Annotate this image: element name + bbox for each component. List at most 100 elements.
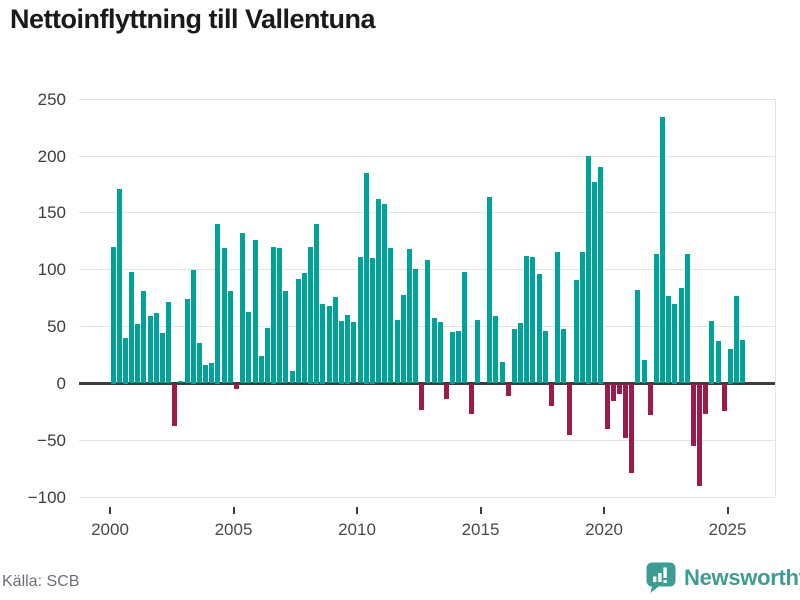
bar-2023-q3 bbox=[690, 383, 696, 447]
bar-2000-q2 bbox=[116, 188, 122, 384]
x-axis-label-2020: 2020 bbox=[585, 520, 623, 539]
y-axis-label-200: 200 bbox=[37, 146, 66, 166]
gridline-150 bbox=[79, 212, 775, 214]
bar-2011-q4 bbox=[400, 294, 406, 384]
x-axis-label-2005: 2005 bbox=[214, 520, 253, 539]
bar-2022-q1 bbox=[653, 253, 659, 384]
bar-2010-q2 bbox=[363, 173, 369, 384]
bar-2024-q1 bbox=[703, 383, 709, 415]
newsworthy-wordmark: Newsworthy bbox=[684, 564, 800, 590]
bar-2000-q3 bbox=[122, 338, 128, 384]
bar-2006-q2 bbox=[264, 327, 270, 384]
x-axis-label-2000: 2000 bbox=[91, 520, 129, 539]
bar-2002-q2 bbox=[166, 301, 172, 384]
y-axis-label-250: 250 bbox=[37, 89, 66, 109]
bar-2009-q4 bbox=[351, 322, 357, 384]
bar-2024-q4 bbox=[721, 383, 727, 411]
y-axis-label-150: 150 bbox=[37, 203, 66, 223]
bar-2004-q4 bbox=[227, 291, 233, 384]
bar-2013-q4 bbox=[450, 332, 456, 384]
bar-2009-q1 bbox=[332, 297, 338, 384]
x-axis-tick-2010 bbox=[356, 507, 358, 514]
x-axis-label-2015: 2015 bbox=[461, 520, 500, 539]
y-axis-label--50: −50 bbox=[37, 430, 66, 450]
bar-2014-q3 bbox=[468, 383, 474, 415]
bar-2009-q2 bbox=[338, 320, 344, 384]
bar-2002-q4 bbox=[178, 381, 184, 384]
bar-2017-q1 bbox=[530, 257, 536, 384]
bar-2013-q3 bbox=[443, 383, 449, 400]
x-axis-tick-2020 bbox=[603, 507, 605, 514]
bar-2008-q1 bbox=[308, 247, 314, 384]
bar-2023-q1 bbox=[678, 287, 684, 384]
bar-2023-q2 bbox=[684, 253, 690, 384]
bar-2005-q1 bbox=[234, 383, 239, 390]
bar-2025-q1 bbox=[728, 349, 733, 384]
bar-2017-q2 bbox=[536, 274, 542, 384]
bar-2005-q4 bbox=[252, 240, 258, 384]
bar-2001-q4 bbox=[153, 312, 159, 384]
bar-2014-q2 bbox=[462, 272, 468, 384]
bar-2018-q2 bbox=[561, 328, 567, 384]
bar-2019-q1 bbox=[579, 251, 585, 384]
x-axis-tick-2000 bbox=[109, 507, 111, 514]
bar-2023-q4 bbox=[697, 383, 703, 486]
newsworthy-logo: Newsworthy bbox=[645, 561, 800, 594]
bar-2014-q1 bbox=[456, 331, 462, 384]
bar-2007-q2 bbox=[289, 370, 295, 384]
bar-2014-q4 bbox=[474, 319, 480, 384]
bar-2021-q4 bbox=[647, 383, 653, 416]
x-axis-tick-2015 bbox=[479, 507, 482, 514]
y-axis-label-0: 0 bbox=[56, 374, 66, 393]
bar-2009-q3 bbox=[345, 315, 351, 384]
bar-2022-q4 bbox=[672, 303, 678, 384]
bar-2006-q1 bbox=[258, 356, 264, 384]
bar-2015-q2 bbox=[487, 196, 493, 384]
bar-2025-q2 bbox=[734, 295, 740, 384]
bar-2020-q3 bbox=[616, 383, 622, 394]
bar-2007-q4 bbox=[301, 273, 307, 384]
bar-2004-q1 bbox=[209, 363, 215, 384]
bar-2003-q4 bbox=[203, 365, 209, 384]
bar-2016-q2 bbox=[511, 328, 517, 384]
bar-2018-q3 bbox=[567, 383, 573, 435]
gridline--50 bbox=[79, 439, 775, 441]
gridline-200 bbox=[79, 155, 775, 157]
bar-2010-q3 bbox=[369, 258, 375, 384]
bar-2025-q3 bbox=[740, 340, 746, 384]
bar-2016-q3 bbox=[518, 323, 524, 384]
bar-2022-q3 bbox=[666, 295, 672, 384]
bar-2016-q1 bbox=[505, 383, 511, 396]
bar-2008-q3 bbox=[320, 303, 326, 384]
bar-2008-q4 bbox=[326, 306, 332, 384]
bar-2000-q1 bbox=[110, 247, 116, 384]
bar-2001-q3 bbox=[147, 316, 153, 384]
bar-2020-q1 bbox=[604, 383, 610, 429]
gridline--100 bbox=[79, 496, 775, 498]
bar-2015-q4 bbox=[499, 361, 505, 384]
bar-2019-q2 bbox=[585, 156, 591, 384]
bar-2015-q3 bbox=[493, 316, 499, 384]
newsworthy-speech-bubble-bars-icon bbox=[645, 561, 677, 594]
x-axis-tick-2005 bbox=[232, 507, 235, 514]
bar-2010-q1 bbox=[357, 257, 363, 384]
bar-2001-q2 bbox=[141, 291, 147, 384]
bar-2010-q4 bbox=[376, 199, 382, 384]
bar-2003-q3 bbox=[196, 342, 202, 384]
bar-2013-q1 bbox=[431, 317, 437, 384]
bar-2005-q3 bbox=[246, 311, 252, 384]
x-axis-tick-2025 bbox=[726, 507, 729, 514]
plot-right-border bbox=[775, 99, 776, 498]
x-axis-label-2025: 2025 bbox=[708, 520, 747, 539]
bar-2000-q4 bbox=[129, 272, 135, 384]
bar-2022-q2 bbox=[660, 117, 666, 384]
bar-2018-q1 bbox=[555, 251, 561, 384]
bar-2002-q1 bbox=[159, 333, 165, 384]
bar-2018-q4 bbox=[573, 279, 579, 384]
bar-2002-q3 bbox=[172, 383, 178, 426]
bar-2016-q4 bbox=[524, 256, 530, 384]
bar-2019-q3 bbox=[592, 182, 598, 384]
bar-2021-q3 bbox=[641, 359, 647, 384]
bar-2003-q1 bbox=[184, 299, 190, 384]
